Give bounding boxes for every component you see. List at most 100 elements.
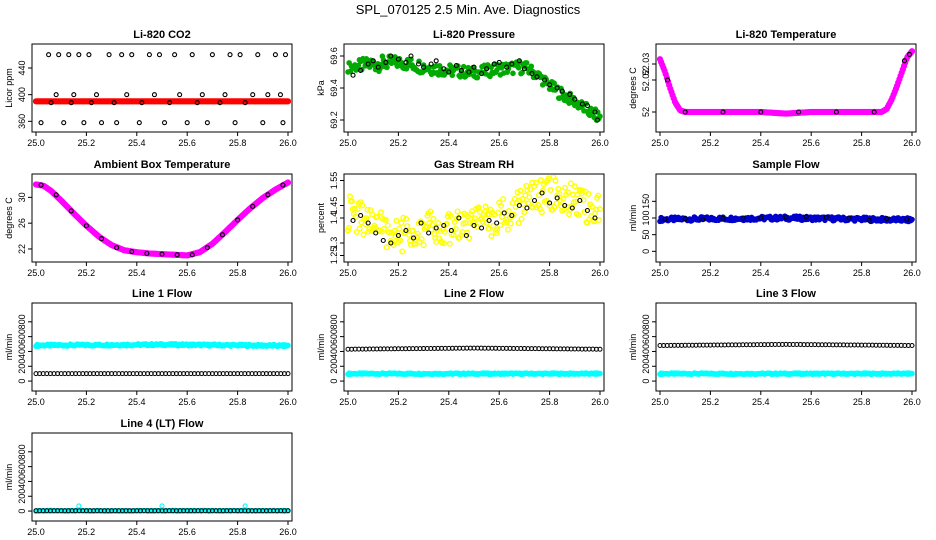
series-0	[33, 179, 291, 259]
x-tick-label: 25.8	[229, 397, 247, 407]
y-axis-label: degrees C	[628, 67, 638, 109]
x-tick-label: 25.4	[440, 138, 458, 148]
data-point	[579, 187, 586, 194]
data-point	[83, 223, 89, 229]
data-point	[353, 229, 360, 236]
data-point	[493, 229, 500, 236]
data-point	[846, 215, 852, 221]
data-point	[597, 113, 603, 119]
x-tick-label: 25.2	[390, 138, 408, 148]
data-point	[38, 120, 44, 126]
data-point	[597, 370, 603, 377]
data-point	[399, 248, 406, 255]
data-point	[479, 71, 485, 77]
data-point	[555, 185, 562, 192]
x-tick-label: 25.4	[128, 268, 146, 278]
data-point	[48, 100, 54, 106]
y-axis-label: ml/min	[4, 464, 14, 491]
data-point	[471, 64, 477, 70]
y-tick-label: 800	[329, 314, 339, 329]
x-tick-label: 25.8	[853, 268, 871, 278]
data-point	[454, 208, 461, 215]
y-tick-label: 100	[641, 210, 651, 225]
data-point	[161, 120, 168, 126]
data-point	[533, 179, 540, 186]
data-point	[377, 209, 384, 216]
x-tick-label: 25.8	[541, 268, 559, 278]
data-point	[420, 242, 427, 249]
data-point	[488, 64, 494, 71]
data-point	[526, 194, 533, 201]
plot-area	[33, 52, 291, 126]
chart-title: Line 3 Flow	[756, 288, 816, 300]
data-point	[463, 232, 469, 239]
data-point	[250, 92, 256, 98]
data-point	[515, 220, 522, 227]
y-tick-label: 69.6	[329, 47, 339, 65]
data-point	[421, 64, 427, 70]
data-point	[509, 61, 515, 67]
y-tick-label: 200	[17, 489, 27, 504]
x-tick-label: 25.4	[128, 527, 146, 537]
data-point	[519, 69, 525, 76]
data-point	[491, 61, 497, 67]
data-point	[384, 222, 391, 229]
series-0	[657, 48, 915, 117]
data-point	[360, 231, 367, 238]
y-tick-label: 52	[641, 107, 651, 117]
data-point	[833, 109, 839, 115]
data-point	[516, 197, 523, 204]
x-tick-label: 26.0	[903, 268, 921, 278]
plot-area	[33, 503, 291, 515]
x-tick-label: 25.0	[651, 268, 669, 278]
x-tick-label: 25.6	[490, 268, 508, 278]
data-point	[395, 56, 401, 62]
data-point	[156, 52, 163, 58]
data-point	[403, 65, 410, 72]
data-point	[418, 236, 425, 243]
x-tick-label: 25.2	[390, 268, 408, 278]
data-point	[388, 53, 394, 59]
plot-area	[33, 340, 291, 377]
x-tick-label: 26.0	[279, 268, 297, 278]
data-point	[720, 109, 726, 115]
data-point	[458, 232, 465, 239]
data-point	[537, 177, 544, 184]
data-point	[151, 92, 157, 98]
data-point	[479, 225, 485, 231]
plot-area	[657, 213, 915, 225]
data-point	[551, 80, 557, 87]
data-point	[517, 187, 524, 194]
data-point	[452, 225, 459, 232]
plot-frame	[31, 302, 293, 392]
data-point	[398, 220, 405, 227]
data-point	[265, 92, 271, 98]
data-point	[523, 60, 530, 66]
data-point	[504, 226, 511, 233]
data-point	[358, 67, 364, 73]
data-point	[556, 190, 563, 197]
data-point	[406, 231, 413, 238]
data-point	[217, 100, 223, 106]
data-point	[427, 208, 434, 215]
data-point	[204, 245, 210, 251]
series-1	[665, 51, 913, 115]
x-tick-label: 26.0	[591, 138, 609, 148]
data-point	[98, 120, 105, 126]
data-point	[81, 120, 87, 126]
data-point	[720, 215, 726, 221]
y-tick-label: 1.25	[329, 247, 339, 265]
chart-rh: Gas Stream RH 25.0 25.2 25.4 25.6 25.8 26.0 1.2…	[316, 159, 609, 278]
data-point	[350, 217, 356, 224]
data-point	[464, 229, 471, 236]
x-tick-label: 25.4	[128, 138, 146, 148]
data-point	[466, 69, 472, 75]
data-point	[904, 216, 910, 222]
x-tick-label: 25.8	[853, 397, 871, 407]
series-0	[345, 370, 603, 378]
data-point	[539, 187, 546, 194]
data-point	[521, 209, 528, 216]
data-point	[284, 98, 291, 105]
y-tick-label: 0	[641, 379, 651, 384]
data-point	[906, 51, 913, 57]
